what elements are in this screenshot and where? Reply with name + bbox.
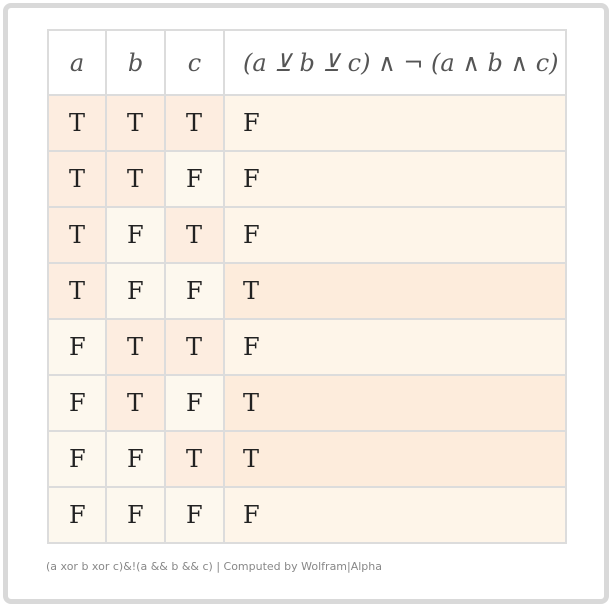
input-cell: T <box>47 150 107 208</box>
result-cell: T <box>223 430 567 488</box>
header-cell: a <box>47 29 107 96</box>
input-cell: F <box>47 318 107 376</box>
input-cell: F <box>47 374 107 432</box>
result-cell: T <box>223 374 567 432</box>
input-cell: T <box>47 262 107 320</box>
result-cell: F <box>223 94 567 152</box>
result-cell: T <box>223 262 567 320</box>
input-cell: F <box>105 486 166 544</box>
input-cell: T <box>105 318 166 376</box>
input-cell: F <box>105 206 166 264</box>
input-cell: F <box>47 486 107 544</box>
input-cell: F <box>164 262 225 320</box>
input-cell: T <box>105 374 166 432</box>
input-cell: T <box>47 206 107 264</box>
input-cell: T <box>105 150 166 208</box>
footer: (a xor b xor c)&!(a && b && c) | Compute… <box>46 560 383 573</box>
input-cell: F <box>105 262 166 320</box>
input-cell: F <box>164 486 225 544</box>
result-cell: F <box>223 486 567 544</box>
header-row: a b c (a ⊻ b ⊻ c) ∧ ¬ (a ∧ b ∧ c) <box>47 29 567 96</box>
input-cell: F <box>105 430 166 488</box>
header-cell: (a ⊻ b ⊻ c) ∧ ¬ (a ∧ b ∧ c) <box>223 29 567 96</box>
input-cell: T <box>164 430 225 488</box>
input-cell: T <box>164 318 225 376</box>
input-cell: T <box>47 94 107 152</box>
input-cell: T <box>164 94 225 152</box>
result-cell: F <box>223 318 567 376</box>
input-cell: T <box>164 206 225 264</box>
result-cell: F <box>223 150 567 208</box>
input-cell: F <box>164 150 225 208</box>
result-cell: F <box>223 206 567 264</box>
header-cell: b <box>105 29 166 96</box>
input-cell: F <box>47 430 107 488</box>
header-cell: c <box>164 29 225 96</box>
input-cell: F <box>164 374 225 432</box>
input-cell: T <box>105 94 166 152</box>
